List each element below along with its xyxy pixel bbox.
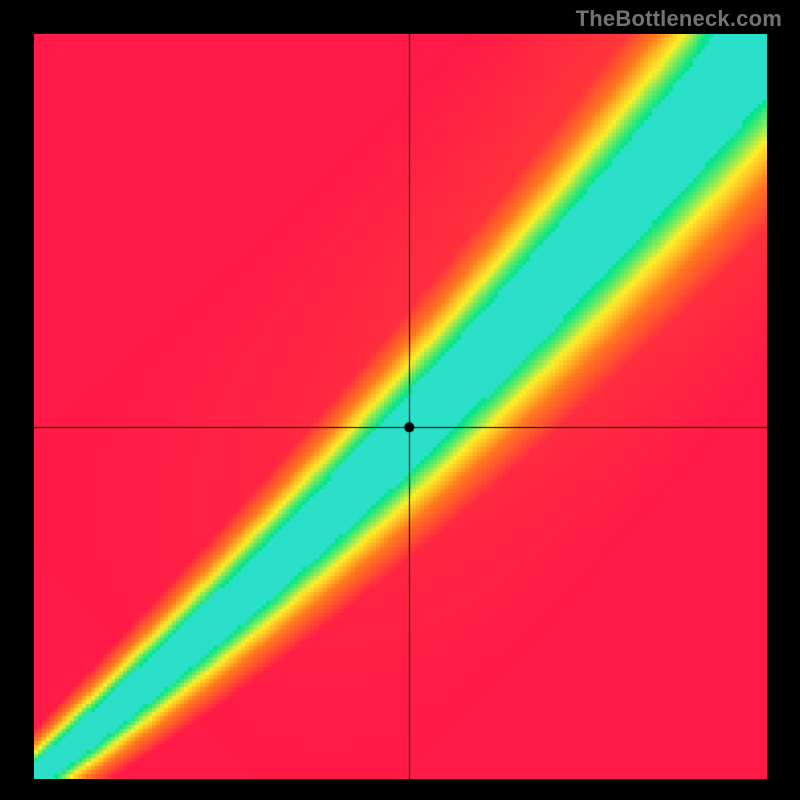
chart-frame: TheBottleneck.com — [0, 0, 800, 800]
watermark-text: TheBottleneck.com — [576, 6, 782, 32]
bottleneck-heatmap — [34, 34, 767, 779]
